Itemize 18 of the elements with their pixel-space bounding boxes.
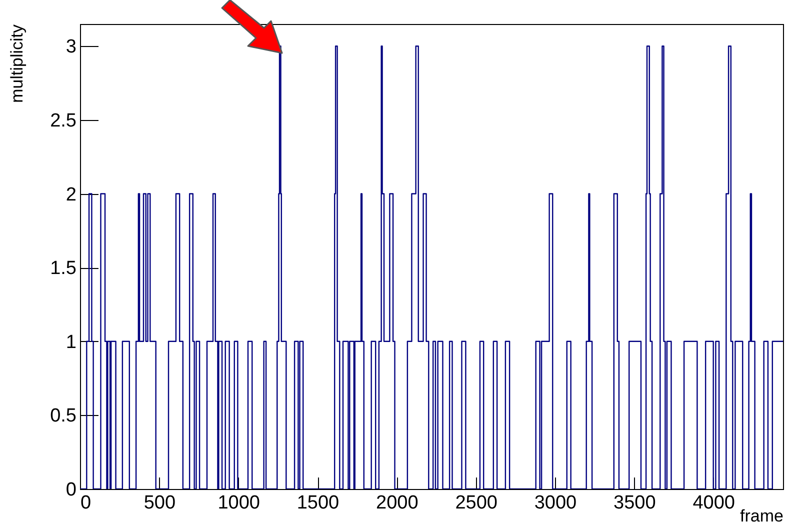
y-tick-label: 3 <box>66 36 76 58</box>
x-tick-label: 1000 <box>218 492 260 514</box>
y-tick-label: 0 <box>66 480 76 500</box>
y-tick-label: 1 <box>66 332 76 353</box>
x-tick-label: 3000 <box>534 492 577 514</box>
x-tick-label: 500 <box>144 492 176 514</box>
x-tick-label: 2500 <box>455 492 498 514</box>
x-tick-label: 2000 <box>376 492 418 514</box>
x-tick-label: 3500 <box>614 492 656 514</box>
y-tick-label: 0.5 <box>50 406 76 427</box>
y-tick-label: 2.5 <box>50 110 76 132</box>
y-tick-label: 2 <box>66 184 76 206</box>
x-axis-title: frame <box>740 506 784 526</box>
x-tick-label: 1500 <box>296 492 340 514</box>
y-axis-title: multiplicity <box>8 24 26 103</box>
x-tick-label: 4000 <box>692 492 735 514</box>
x-tick-label: 0 <box>80 492 92 514</box>
y-tick-label: 1.5 <box>50 258 76 280</box>
